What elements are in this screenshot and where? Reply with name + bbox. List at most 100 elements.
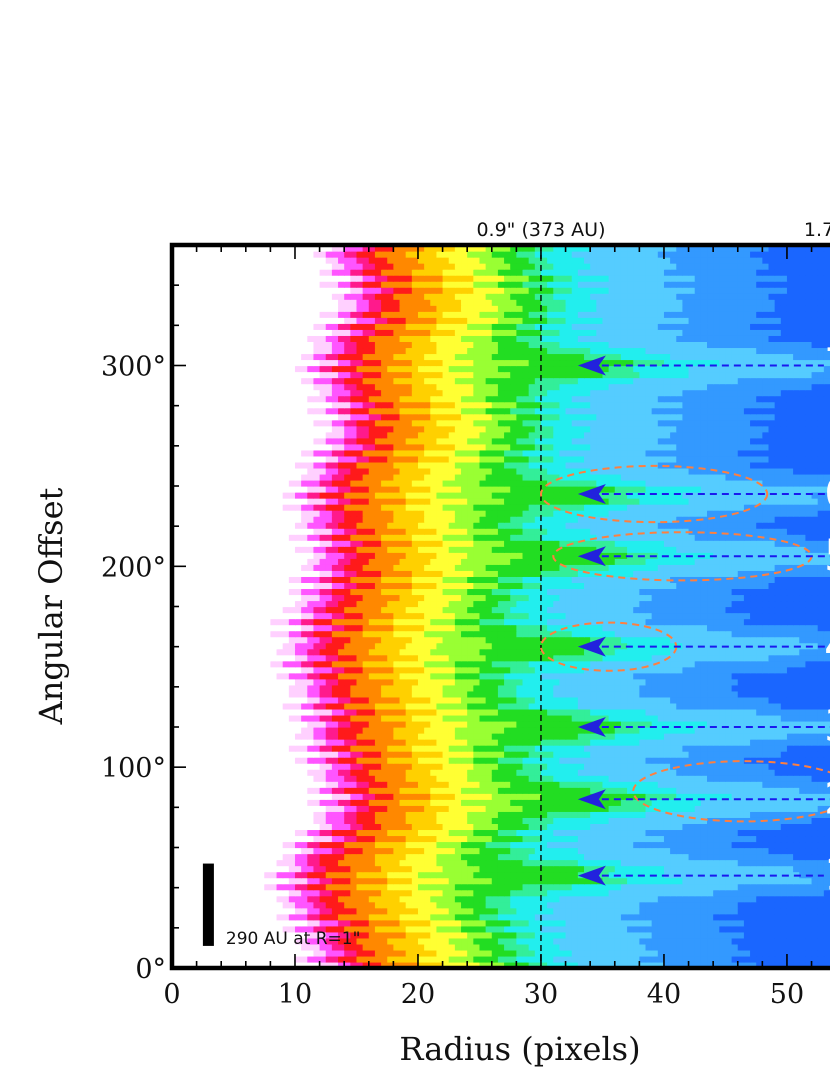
heatmap-cell bbox=[491, 901, 499, 909]
heatmap-cell bbox=[694, 811, 702, 818]
heatmap-cell bbox=[350, 925, 358, 933]
heatmap-cell bbox=[768, 757, 776, 764]
heatmap-cell bbox=[639, 847, 647, 855]
heatmap-cell bbox=[245, 714, 253, 722]
heatmap-cell bbox=[467, 751, 474, 758]
heatmap-cell bbox=[442, 781, 450, 788]
heatmap-cell bbox=[627, 696, 634, 704]
heatmap-cell bbox=[731, 889, 739, 897]
heatmap-cell bbox=[196, 913, 204, 921]
heatmap-cell bbox=[227, 739, 235, 746]
heatmap-cell bbox=[233, 745, 241, 752]
heatmap-cell bbox=[430, 961, 438, 968]
heatmap-cell bbox=[522, 829, 530, 837]
heatmap-cell bbox=[172, 889, 179, 897]
heatmap-cell bbox=[676, 829, 684, 837]
heatmap-cell bbox=[479, 865, 487, 873]
heatmap-cell bbox=[172, 708, 179, 716]
heatmap-cell bbox=[338, 847, 345, 855]
heatmap-cell bbox=[584, 823, 591, 831]
heatmap-cell bbox=[793, 727, 800, 734]
heatmap-cell bbox=[633, 907, 640, 915]
heatmap-cell bbox=[639, 919, 647, 927]
heatmap-cell bbox=[559, 829, 567, 837]
heatmap-cell bbox=[202, 841, 210, 849]
heatmap-cell bbox=[461, 877, 468, 885]
heatmap-cell bbox=[251, 907, 259, 915]
heatmap-cell bbox=[737, 805, 745, 812]
heatmap-cell bbox=[817, 949, 825, 957]
heatmap-cell bbox=[497, 696, 505, 704]
heatmap-cell bbox=[479, 690, 487, 698]
heatmap-cell bbox=[608, 955, 616, 963]
heatmap-cell bbox=[516, 696, 524, 704]
heatmap-cell bbox=[454, 955, 462, 963]
heatmap-cell bbox=[368, 817, 376, 824]
heatmap-cell bbox=[325, 835, 333, 843]
heatmap-cell bbox=[233, 853, 241, 861]
heatmap-cell bbox=[467, 763, 474, 770]
heatmap-cell bbox=[282, 913, 290, 921]
heatmap-cell bbox=[172, 817, 179, 824]
heatmap-cell bbox=[473, 865, 481, 873]
heatmap-cell bbox=[331, 714, 339, 722]
heatmap-cell bbox=[202, 714, 210, 722]
heatmap-cell bbox=[516, 925, 524, 933]
heatmap-cell bbox=[448, 781, 456, 788]
heatmap-cell bbox=[602, 799, 610, 806]
heatmap-cell bbox=[565, 745, 573, 752]
heatmap-cell bbox=[559, 769, 567, 776]
heatmap-cell bbox=[737, 841, 745, 849]
heatmap-cell bbox=[786, 901, 794, 909]
heatmap-cell bbox=[251, 769, 259, 776]
heatmap-cell bbox=[221, 841, 228, 849]
heatmap-cell bbox=[663, 714, 671, 722]
heatmap-cell bbox=[663, 943, 671, 951]
heatmap-cell bbox=[540, 871, 548, 879]
heatmap-cell bbox=[540, 949, 548, 957]
heatmap-cell bbox=[344, 919, 351, 927]
heatmap-cell bbox=[294, 877, 302, 885]
heatmap-cell bbox=[196, 817, 204, 824]
heatmap-cell bbox=[768, 853, 776, 861]
heatmap-cell bbox=[424, 841, 431, 849]
heatmap-cell bbox=[442, 949, 450, 957]
heatmap-cell bbox=[227, 829, 235, 837]
heatmap-cell bbox=[725, 835, 733, 843]
heatmap-cell bbox=[172, 919, 179, 927]
heatmap-cell bbox=[190, 702, 198, 710]
heatmap-cell bbox=[245, 913, 253, 921]
heatmap-cell bbox=[780, 925, 788, 933]
heatmap-cell bbox=[670, 793, 677, 800]
heatmap-cell bbox=[811, 775, 819, 782]
heatmap-cell bbox=[307, 943, 315, 951]
heatmap-cell bbox=[627, 895, 634, 903]
heatmap-cell bbox=[719, 853, 727, 861]
heatmap-cell bbox=[319, 684, 327, 692]
heatmap-cell bbox=[504, 823, 511, 831]
heatmap-cell bbox=[780, 931, 788, 939]
heatmap-cell bbox=[307, 799, 315, 806]
heatmap-cell bbox=[258, 702, 265, 710]
heatmap-cell bbox=[688, 805, 696, 812]
heatmap-cell bbox=[516, 720, 524, 728]
heatmap-cell bbox=[301, 829, 308, 837]
heatmap-cell bbox=[313, 799, 321, 806]
heatmap-cell bbox=[393, 961, 401, 968]
heatmap-cell bbox=[276, 913, 284, 921]
heatmap-cell bbox=[614, 763, 622, 770]
heatmap-cell bbox=[725, 877, 733, 885]
heatmap-cell bbox=[793, 763, 800, 770]
heatmap-cell bbox=[823, 841, 830, 849]
heatmap-cell bbox=[799, 877, 806, 885]
heatmap-cell bbox=[811, 787, 819, 794]
heatmap-cell bbox=[325, 702, 333, 710]
heatmap-cell bbox=[448, 835, 456, 843]
heatmap-cell bbox=[405, 961, 413, 968]
heatmap-cell bbox=[325, 847, 333, 855]
heatmap-cell bbox=[399, 805, 407, 812]
heatmap-cell bbox=[270, 877, 278, 885]
heatmap-cell bbox=[504, 690, 511, 698]
heatmap-cell bbox=[424, 733, 431, 740]
heatmap-cell bbox=[516, 835, 524, 843]
